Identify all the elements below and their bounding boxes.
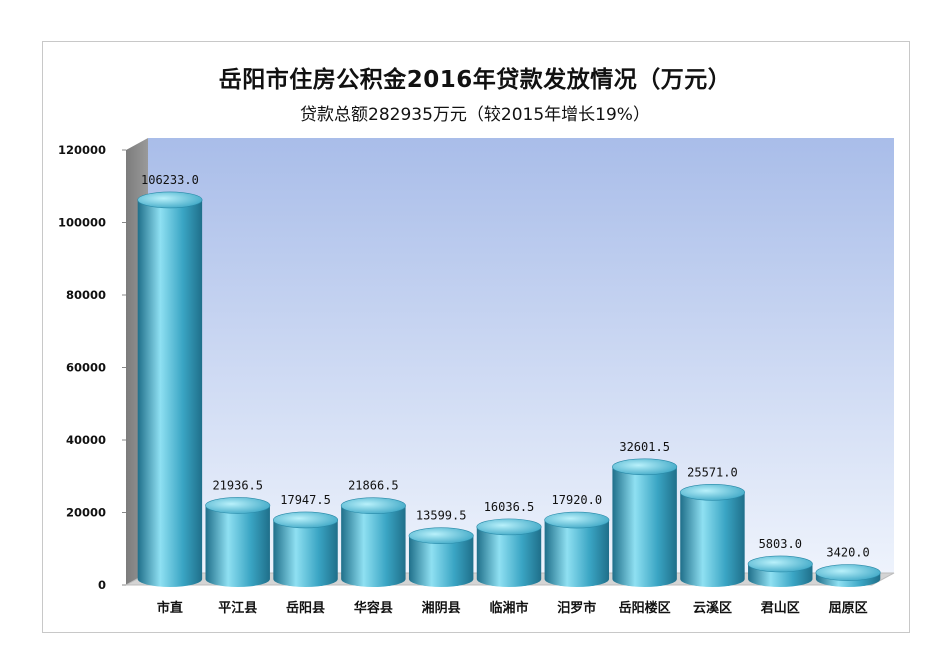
bar-汨罗市 [544, 520, 610, 587]
bar-云溪区 [680, 492, 745, 587]
x-tick-label: 屈原区 [829, 601, 868, 616]
bar-市直 [137, 199, 203, 587]
data-label: 106233.0 [141, 173, 199, 187]
y-tick-label: 40000 [66, 433, 106, 447]
data-label: 25571.0 [687, 465, 738, 479]
bar-cap [340, 497, 406, 515]
chart-title: 岳阳市住房公积金2016年贷款发放情况（万元） [218, 67, 732, 93]
y-tick-label: 0 [98, 578, 106, 592]
x-tick-label: 平江县 [218, 600, 257, 616]
y-tick-label: 80000 [66, 288, 106, 302]
x-tick-label: 汨罗市 [557, 600, 596, 616]
bar-cap [205, 497, 271, 514]
bar-cap [815, 564, 881, 581]
y-tick-label: 120000 [58, 143, 106, 157]
bar-cap [612, 458, 678, 476]
bar-cap [747, 555, 813, 573]
data-label: 32601.5 [619, 440, 670, 454]
bar-cap [273, 511, 339, 529]
x-tick-label: 岳阳楼区 [619, 600, 671, 616]
data-label: 16036.5 [484, 500, 535, 514]
bar-cap [476, 518, 542, 536]
data-label: 17947.5 [280, 493, 331, 507]
x-tick-label: 君山区 [761, 600, 800, 616]
x-tick-label: 华容县 [354, 600, 393, 616]
data-label: 5803.0 [759, 537, 802, 551]
chart-subtitle: 贷款总额282935万元（较2015年增长19%） [300, 105, 650, 125]
bar-cap [408, 527, 474, 545]
x-tick-label: 临湘市 [489, 600, 528, 616]
bar-临湘市 [476, 526, 542, 587]
data-label: 13599.5 [416, 509, 467, 523]
x-tick-label: 云溪区 [693, 600, 732, 616]
x-tick-label: 市直 [157, 600, 183, 616]
data-label: 17920.0 [552, 493, 603, 507]
bar-华容县 [341, 505, 406, 587]
bar-岳阳县 [273, 519, 338, 587]
chart-back-wall [148, 138, 894, 573]
data-label: 21936.5 [212, 478, 263, 492]
bar-湘阴县 [408, 535, 474, 587]
x-tick-label: 湘阴县 [422, 600, 461, 616]
y-tick-label: 100000 [58, 216, 106, 230]
y-tick-label: 60000 [66, 361, 106, 375]
x-tick-label: 岳阳县 [286, 601, 325, 616]
data-label: 3420.0 [826, 546, 869, 560]
bar-cap [679, 484, 745, 501]
data-label: 21866.5 [348, 479, 399, 493]
bar-cap [544, 511, 610, 529]
bar-cap [137, 191, 203, 209]
y-tick-label: 20000 [66, 506, 106, 520]
bar-平江县 [205, 505, 270, 587]
bar-岳阳楼区 [612, 466, 677, 587]
